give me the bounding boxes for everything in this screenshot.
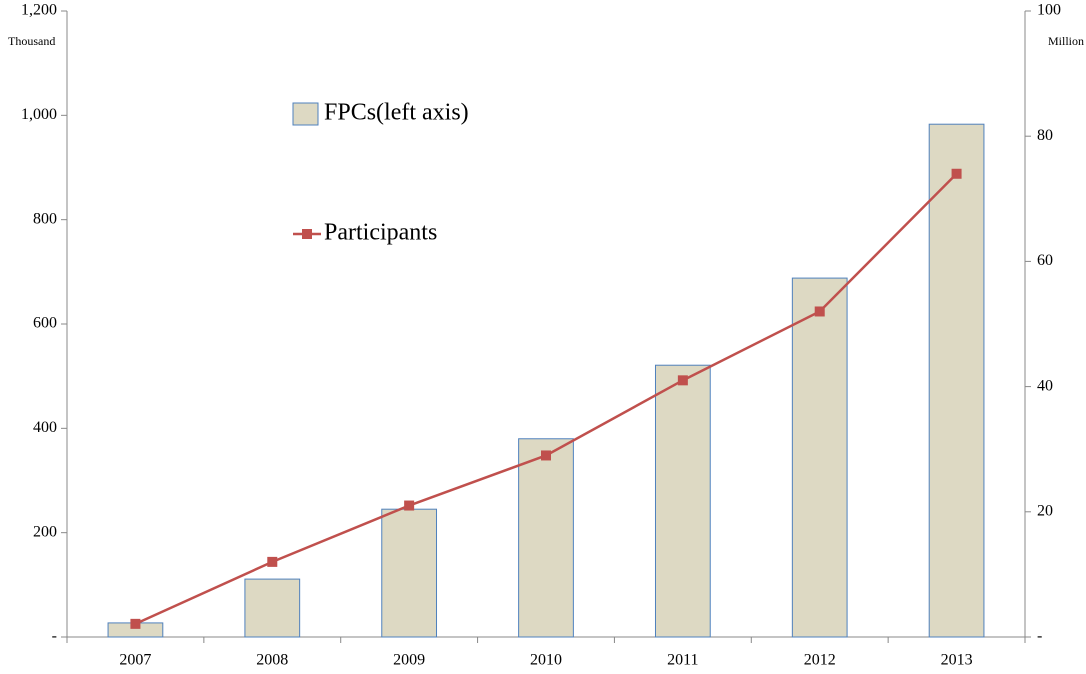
bar [791,277,848,638]
x-tick-label: 2008 [256,652,288,669]
legend-label: FPCs(left axis) [324,100,469,126]
bar [381,508,438,638]
y2-tick-label: 40 [1037,377,1053,394]
marker [951,168,962,179]
x-tick-label: 2013 [941,652,973,669]
marker [677,375,688,386]
y2-axis-unit: Million [1048,34,1084,48]
y-tick-label: 200 [33,523,57,540]
x-tick-label: 2011 [667,652,698,669]
y-axis-unit: Thousand [8,34,55,48]
y2-tick-label: - [1037,628,1042,645]
bar [654,364,711,638]
legend-label: Participants [324,220,437,246]
marker [814,306,825,317]
y-tick-label: - [52,628,57,645]
marker [541,450,551,461]
y2-tick-label: 100 [1037,2,1061,19]
marker [404,500,415,511]
x-tick-label: 2007 [119,652,151,669]
legend-marker [302,229,312,239]
y-tick-label: 400 [33,419,57,436]
y-tick-label: 800 [33,210,57,227]
x-tick-label: 2010 [530,652,562,669]
y-tick-label: 1,000 [21,106,57,123]
bar [928,123,985,638]
marker [267,556,278,567]
legend-swatch [292,102,319,126]
bar [244,578,301,638]
y-tick-label: 1,200 [21,2,57,19]
marker [130,618,141,629]
y2-tick-label: 20 [1037,502,1053,519]
y2-tick-label: 60 [1037,252,1053,269]
x-tick-label: 2012 [804,652,836,669]
x-tick-label: 2009 [393,652,425,669]
y-tick-label: 600 [33,315,57,332]
y2-tick-label: 80 [1037,127,1053,144]
bar [518,438,574,638]
